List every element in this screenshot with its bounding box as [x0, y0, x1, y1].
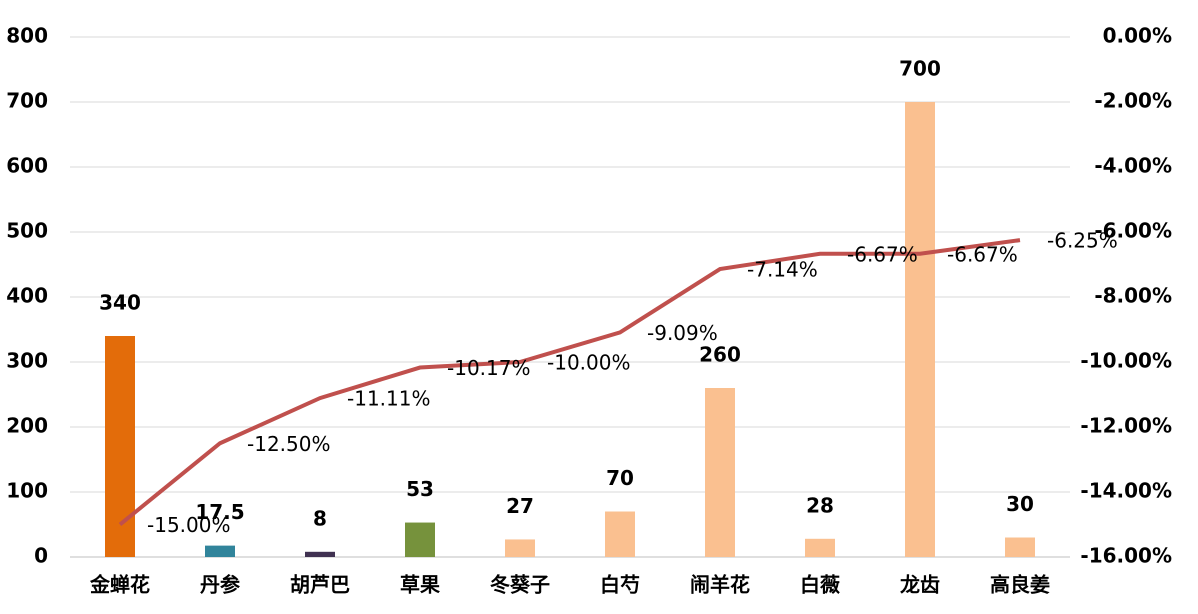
y-tick-label: 0	[34, 544, 48, 568]
line-value-label: -11.11%	[347, 387, 430, 411]
x-tick-label: 冬葵子	[490, 573, 550, 597]
y-tick-label: 100	[6, 479, 48, 503]
line-value-label: -10.17%	[447, 356, 530, 380]
x-tick-label: 闹羊花	[690, 573, 750, 597]
bar	[205, 545, 235, 557]
y2-tick-label: -14.00%	[1080, 479, 1172, 503]
bar-value-label: 340	[99, 291, 141, 315]
line-value-label: -6.25%	[1047, 229, 1118, 253]
line-value-label: -10.00%	[547, 351, 630, 375]
y2-tick-label: -12.00%	[1080, 414, 1172, 438]
bar	[405, 522, 435, 557]
line-value-label: -6.67%	[947, 242, 1018, 266]
bar-value-label: 30	[1006, 492, 1034, 516]
y-tick-label: 700	[6, 89, 48, 113]
bar-value-label: 27	[506, 494, 534, 518]
line-value-label: -15.00%	[147, 513, 230, 537]
bar	[105, 336, 135, 557]
line-value-label: -7.14%	[747, 258, 818, 282]
x-tick-label: 丹参	[200, 573, 240, 597]
y2-tick-label: 0.00%	[1103, 24, 1172, 48]
line-value-label: -6.67%	[847, 242, 918, 266]
bar-value-label: 8	[313, 506, 327, 530]
x-tick-label: 龙齿	[900, 573, 940, 597]
bar	[805, 538, 835, 557]
x-tick-label: 金蝉花	[89, 573, 150, 597]
x-tick-label: 草果	[400, 573, 440, 597]
x-tick-label: 白薇	[800, 573, 840, 597]
y2-tick-label: -10.00%	[1080, 349, 1172, 373]
bar	[305, 551, 335, 557]
bar-value-label: 17.5	[195, 500, 244, 524]
y2-tick-label: -2.00%	[1094, 89, 1172, 113]
bar-value-label: 260	[699, 343, 741, 367]
x-tick-label: 胡芦巴	[290, 573, 350, 597]
line-value-label: -9.09%	[647, 321, 718, 345]
bar	[605, 511, 635, 557]
y-tick-label: 300	[6, 349, 48, 373]
line-value-label: -12.50%	[247, 432, 330, 456]
bar	[705, 388, 735, 557]
bar-value-label: 700	[899, 57, 941, 81]
bar-value-label: 28	[806, 493, 834, 517]
x-tick-label: 高良姜	[990, 573, 1050, 597]
y2-tick-label: -8.00%	[1094, 284, 1172, 308]
y2-tick-label: -6.00%	[1094, 219, 1172, 243]
y-tick-label: 800	[6, 24, 48, 48]
bar	[1005, 537, 1035, 557]
line	[118, 238, 1021, 527]
x-tick-label: 白芍	[600, 573, 640, 597]
y-tick-label: 400	[6, 284, 48, 308]
bar-value-label: 70	[606, 466, 634, 490]
y-tick-label: 500	[6, 219, 48, 243]
bar	[905, 102, 935, 557]
y-tick-label: 200	[6, 414, 48, 438]
y2-tick-label: -16.00%	[1080, 544, 1172, 568]
bar	[505, 539, 535, 557]
y-tick-label: 600	[6, 154, 48, 178]
y2-tick-label: -4.00%	[1094, 154, 1172, 178]
bar-value-label: 53	[406, 477, 434, 501]
